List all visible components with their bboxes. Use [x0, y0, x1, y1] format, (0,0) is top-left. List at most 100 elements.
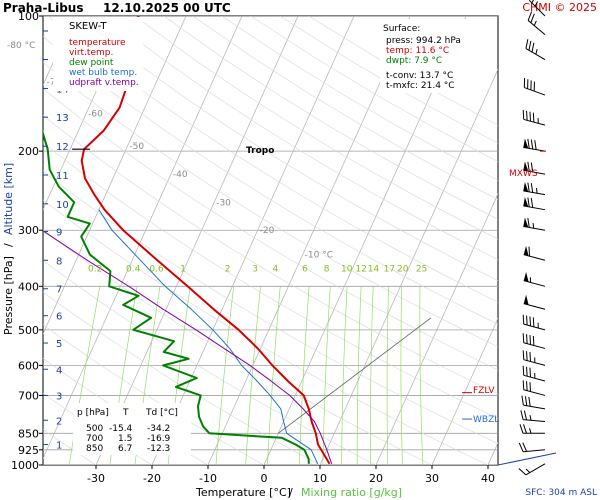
isotherm-line: [43, 16, 187, 335]
altitude-tick-label: 10: [56, 200, 69, 211]
dry-adiabat-line: [43, 142, 498, 419]
pressure-tick-label: 925: [18, 444, 39, 457]
wind-barb-full: [529, 367, 532, 378]
sfc-label: SFC: 304 m ASL: [525, 488, 597, 498]
wind-barb: [528, 0, 546, 17]
wind-barb-staff: [523, 389, 546, 396]
wind-barb: [523, 217, 546, 231]
mixing-ratio-label: 3: [252, 264, 258, 274]
wind-barb-staff: [523, 404, 546, 410]
altitude-tick-label: 1: [56, 440, 62, 451]
isotherm-label: -60: [88, 110, 103, 120]
table-row-p: 500: [86, 424, 103, 434]
wind-barb-half: [536, 188, 538, 194]
mixing-ratio-label: 0.6: [149, 264, 164, 274]
wind-barb: [527, 11, 546, 35]
pressure-tick-label: 200: [18, 145, 39, 158]
mixing-ratio-label: 1: [180, 264, 186, 274]
isotherm-label: -10 °C: [305, 251, 333, 261]
wind-barb-full: [529, 335, 532, 345]
pressure-tick-label: 300: [18, 224, 39, 237]
wind-barb-staff: [523, 449, 546, 453]
legend-skewt: SKEW-T: [69, 21, 107, 32]
wind-barb: [522, 109, 546, 126]
altitude-tick-label: 4: [56, 365, 62, 376]
mixing-ratio-label: 17: [384, 264, 395, 274]
wind-barb-half: [529, 428, 532, 434]
wind-barb-staff: [523, 342, 546, 349]
wind-barb-full: [530, 13, 535, 23]
isotherm-line: [319, 68, 498, 465]
sfc-marker: [497, 452, 557, 466]
wind-barb-full: [526, 110, 528, 121]
wind-barb: [522, 365, 546, 382]
dry-adiabat-line: [134, 16, 498, 240]
wind-barb-full: [520, 410, 524, 420]
station-name: Praha-Libus: [3, 1, 83, 15]
surface-temp: temp: 11.6 °C: [386, 46, 449, 56]
mixing-ratio-label: 0.2: [88, 264, 102, 274]
dry-adiabat-line: [43, 229, 433, 465]
wind-barb-full: [532, 112, 535, 123]
dry-adiabat-line: [105, 16, 498, 261]
wind-barb-full: [528, 246, 531, 257]
altitude-tick-label: 9: [56, 228, 62, 239]
profile-series: [43, 16, 333, 465]
table-header-t: T: [122, 408, 129, 418]
altitude-tick-label: 6: [56, 312, 62, 323]
wind-barb-full: [522, 380, 525, 390]
mixing-ratio-line: [356, 286, 362, 465]
mixing-ratio-label: 4: [273, 264, 279, 274]
table-row-td: -34.2: [147, 424, 170, 434]
temperature-tick-label: 20: [369, 472, 383, 485]
wind-barb-staff: [524, 87, 546, 96]
wind-barb: [522, 350, 546, 366]
y-axis-title: Pressure [hPa]: [2, 256, 15, 335]
isotherm-line: [431, 317, 498, 465]
dry-adiabat-line: [43, 61, 498, 348]
wind-barb: [522, 333, 546, 349]
altitude-tick-label: 8: [56, 256, 62, 267]
isotherm-line: [207, 16, 411, 465]
wind-barb-half: [534, 1, 539, 7]
wind-barb-full: [523, 410, 528, 420]
isotherm-label: -20: [260, 226, 275, 236]
mixing-ratio-line: [322, 286, 331, 465]
mixing-ratio-line: [386, 286, 389, 465]
wind-barb-full: [522, 350, 525, 360]
dry-adiabat-line: [192, 16, 498, 200]
wind-barb-full: [522, 333, 525, 343]
wind-barb-staff: [529, 0, 546, 17]
legend: SKEW-T temperature virt.temp. dew point …: [53, 17, 143, 91]
wind-barb-full: [526, 351, 528, 361]
altitude-tick-label: 12: [56, 142, 69, 153]
wind-barb-full: [529, 382, 532, 392]
surface-press: press: 994.2 hPa: [386, 36, 461, 46]
wind-barb-full: [527, 11, 533, 21]
reference-line: [278, 317, 432, 434]
pressure-tick-label: 1000: [11, 459, 39, 472]
legend-updraft: udpraft v.temp.: [69, 78, 139, 88]
wind-barb-flag: [523, 181, 529, 192]
wind-barb: [521, 395, 546, 410]
temperature-tick-label: 10: [313, 472, 327, 485]
table-row-td: -12.3: [147, 444, 170, 454]
wind-barb-full: [527, 182, 530, 192]
wind-barb-full: [529, 111, 532, 122]
mixing-ratio-line: [400, 286, 403, 465]
temperature-tick-label: 40: [481, 472, 495, 485]
wind-barb-staff: [523, 419, 546, 422]
mixing-ratio-label: 25: [416, 264, 427, 274]
fzlv-label: FZLV: [473, 386, 495, 396]
isotherm-label: -40: [173, 170, 188, 180]
surface-dwpt: dwpt: 7.9 °C: [386, 56, 442, 66]
wind-barb-full: [526, 334, 528, 344]
wind-barb: [522, 314, 546, 331]
wind-barb-full: [522, 442, 528, 452]
altitude-tick-label: 3: [56, 391, 62, 402]
wind-barb-full: [530, 198, 534, 208]
wind-barb-full: [532, 335, 535, 346]
mixing-ratio-label: 20: [397, 264, 409, 274]
wind-barb-full: [527, 161, 530, 172]
